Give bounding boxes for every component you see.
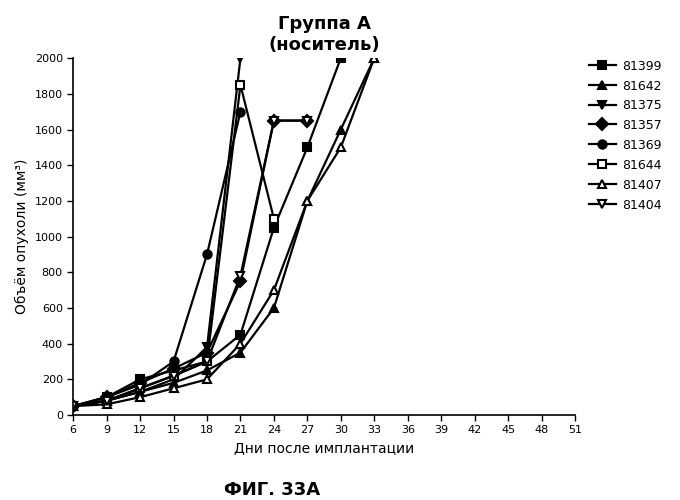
81642 bbox=[169, 380, 177, 386]
81642 bbox=[303, 198, 311, 204]
81375 bbox=[136, 389, 144, 395]
81399 bbox=[203, 358, 211, 364]
81407 bbox=[270, 287, 278, 293]
Line: 81369: 81369 bbox=[69, 108, 245, 410]
81644 bbox=[136, 386, 144, 392]
81404 bbox=[203, 358, 211, 364]
81644 bbox=[103, 398, 111, 404]
81407 bbox=[370, 55, 378, 61]
81642 bbox=[237, 350, 245, 356]
81399 bbox=[303, 144, 311, 150]
81399 bbox=[69, 403, 78, 409]
81399 bbox=[103, 394, 111, 400]
81404 bbox=[69, 403, 78, 409]
81407 bbox=[169, 386, 177, 392]
Y-axis label: Объём опухоли (мм³): Объём опухоли (мм³) bbox=[15, 159, 29, 314]
Text: ФИГ. 33А: ФИГ. 33А bbox=[224, 481, 320, 499]
81404 bbox=[237, 273, 245, 279]
81357 bbox=[69, 403, 78, 409]
81644 bbox=[203, 358, 211, 364]
81369 bbox=[69, 403, 78, 409]
81407 bbox=[337, 144, 345, 150]
81357 bbox=[169, 366, 177, 372]
81399 bbox=[169, 368, 177, 374]
81642 bbox=[370, 55, 378, 61]
81375 bbox=[169, 376, 177, 382]
81642 bbox=[136, 389, 144, 395]
81404 bbox=[136, 386, 144, 392]
Line: 81399: 81399 bbox=[69, 54, 345, 410]
81375 bbox=[69, 403, 78, 409]
81369 bbox=[203, 252, 211, 258]
81404 bbox=[270, 118, 278, 124]
81357 bbox=[136, 380, 144, 386]
Line: 81642: 81642 bbox=[69, 54, 379, 410]
81644 bbox=[237, 82, 245, 88]
81407 bbox=[203, 376, 211, 382]
81375 bbox=[103, 398, 111, 404]
Legend: 81399, 81642, 81375, 81357, 81369, 81644, 81407, 81404: 81399, 81642, 81375, 81357, 81369, 81644… bbox=[586, 57, 665, 214]
81399 bbox=[237, 332, 245, 338]
81404 bbox=[303, 118, 311, 124]
81357 bbox=[270, 118, 278, 124]
81642 bbox=[203, 368, 211, 374]
Line: 81404: 81404 bbox=[69, 116, 311, 410]
81644 bbox=[270, 216, 278, 222]
81407 bbox=[136, 394, 144, 400]
81357 bbox=[203, 350, 211, 356]
81642 bbox=[270, 305, 278, 311]
81357 bbox=[237, 278, 245, 284]
81369 bbox=[169, 358, 177, 364]
81357 bbox=[103, 394, 111, 400]
81407 bbox=[69, 403, 78, 409]
81407 bbox=[303, 198, 311, 204]
81407 bbox=[103, 402, 111, 407]
Line: 81644: 81644 bbox=[69, 80, 278, 410]
81369 bbox=[136, 382, 144, 388]
81399 bbox=[136, 376, 144, 382]
X-axis label: Дни после имплантации: Дни после имплантации bbox=[234, 441, 414, 455]
81399 bbox=[270, 224, 278, 230]
81375 bbox=[237, 55, 245, 61]
Title: Группа А
(носитель): Группа А (носитель) bbox=[269, 15, 380, 54]
81369 bbox=[237, 108, 245, 114]
81642 bbox=[103, 398, 111, 404]
Line: 81407: 81407 bbox=[69, 54, 379, 410]
81407 bbox=[237, 340, 245, 346]
81369 bbox=[103, 394, 111, 400]
81644 bbox=[169, 373, 177, 379]
81642 bbox=[69, 403, 78, 409]
81644 bbox=[69, 403, 78, 409]
81642 bbox=[337, 126, 345, 132]
81404 bbox=[103, 398, 111, 404]
81357 bbox=[303, 118, 311, 124]
Line: 81375: 81375 bbox=[69, 54, 245, 410]
81404 bbox=[169, 373, 177, 379]
81375 bbox=[203, 344, 211, 350]
Line: 81357: 81357 bbox=[69, 116, 311, 410]
81399 bbox=[337, 55, 345, 61]
